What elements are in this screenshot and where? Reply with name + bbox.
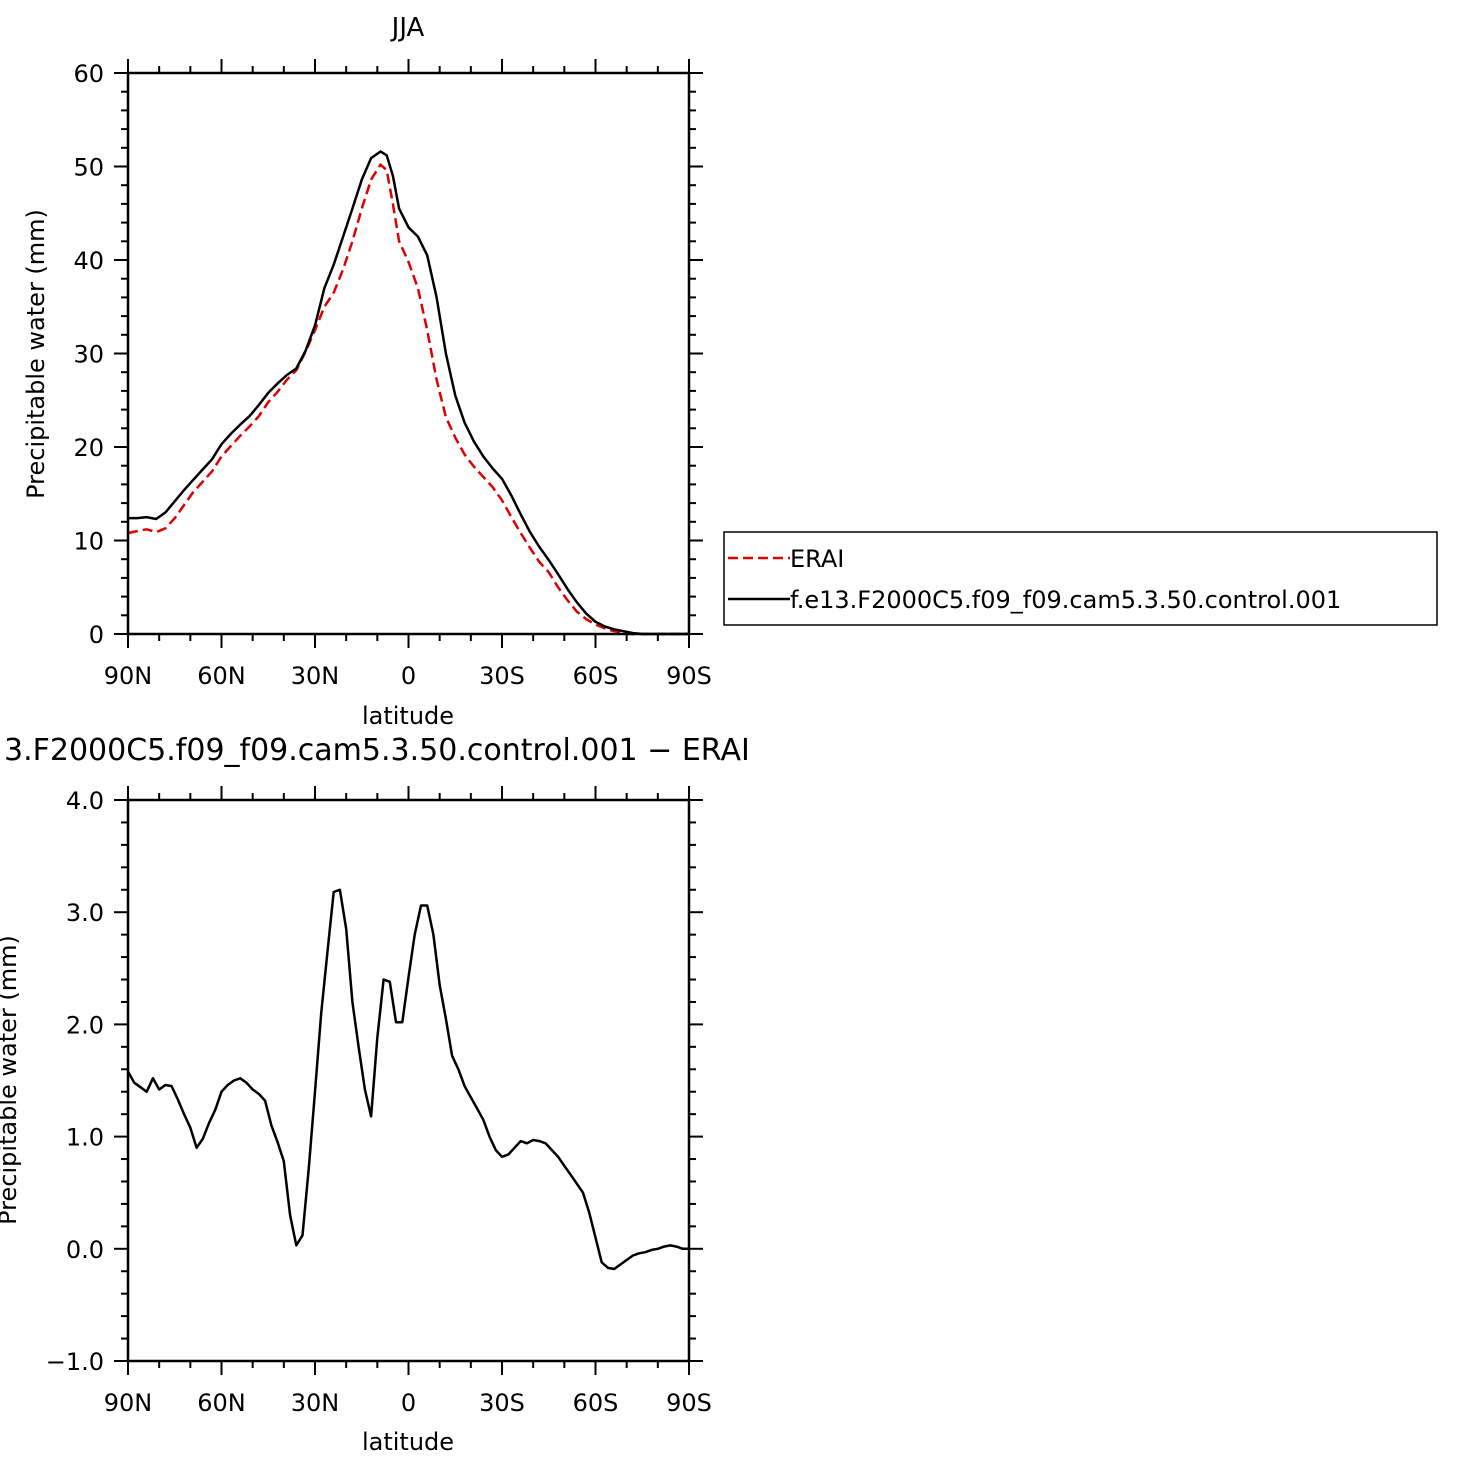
bottom-axis-ticks: −1.0 0.0 1.0 2.0 3.0 4.0 90N 60N 30N 0 30S 60S 90S	[46, 786, 712, 1417]
x-tick-label: 90N	[104, 1389, 153, 1417]
y-tick-label: 50	[73, 154, 104, 182]
x-tick-label: 30N	[291, 1389, 340, 1417]
y-tick-label: 0.0	[66, 1236, 104, 1264]
bottom-x-axis-label: latitude	[362, 1428, 454, 1456]
y-tick-label: 60	[73, 60, 104, 88]
bottom-panel: 3.F2000C5.f09_f09.cam5.3.50.control.001 …	[0, 733, 750, 1456]
x-tick-label: 60S	[573, 1389, 619, 1417]
series-line-erai	[127, 163, 689, 636]
x-tick-label: 90N	[104, 662, 153, 690]
y-tick-label: 0	[89, 621, 104, 649]
top-panel: JJA Precipitable water (mm) latitude 0 10…	[22, 13, 712, 730]
bottom-plot-frame	[126, 798, 691, 1363]
y-tick-label: 20	[73, 434, 104, 462]
x-tick-label: 0	[401, 1389, 416, 1417]
bottom-y-axis-label: Precipitable water (mm)	[0, 935, 22, 1225]
x-tick-label: 90S	[666, 1389, 712, 1417]
top-plot-frame	[126, 71, 691, 636]
top-series-lines	[127, 150, 689, 636]
legend-label-model: f.e13.F2000C5.f09_f09.cam5.3.50.control.…	[790, 586, 1341, 614]
y-tick-label: 30	[73, 341, 104, 369]
legend: ERAI f.e13.F2000C5.f09_f09.cam5.3.50.con…	[723, 531, 1438, 626]
top-y-axis-label: Precipitable water (mm)	[22, 209, 50, 499]
top-axis-ticks: 0 10 20 30 40 50 60 90N 60N 30N 0 30S 60S 90S	[73, 59, 712, 690]
y-tick-label: 1.0	[66, 1124, 104, 1152]
x-tick-label: 30N	[291, 662, 340, 690]
x-tick-label: 60N	[197, 662, 246, 690]
y-tick-label: 10	[73, 528, 104, 556]
x-tick-label: 60S	[573, 662, 619, 690]
top-chart-title: JJA	[390, 13, 425, 43]
x-tick-label: 60N	[197, 1389, 246, 1417]
y-tick-label: 40	[73, 247, 104, 275]
x-tick-label: 0	[401, 662, 416, 690]
legend-box	[723, 531, 1438, 626]
y-tick-label: 3.0	[66, 899, 104, 927]
y-tick-label: 4.0	[66, 787, 104, 815]
x-tick-label: 30S	[479, 662, 525, 690]
y-tick-label: −1.0	[46, 1348, 104, 1376]
top-x-axis-label: latitude	[362, 702, 454, 730]
bottom-chart-title: 3.F2000C5.f09_f09.cam5.3.50.control.001 …	[4, 733, 750, 768]
series-line-f-e13-f2000c5-f09-f09-cam5-3-50-control-001	[128, 150, 689, 636]
x-tick-label: 30S	[479, 1389, 525, 1417]
y-tick-label: 2.0	[66, 1011, 104, 1039]
bottom-series-lines	[126, 888, 689, 1271]
x-tick-label: 90S	[666, 662, 712, 690]
series-line-diff-0	[126, 888, 689, 1271]
legend-label-erai: ERAI	[790, 545, 844, 573]
